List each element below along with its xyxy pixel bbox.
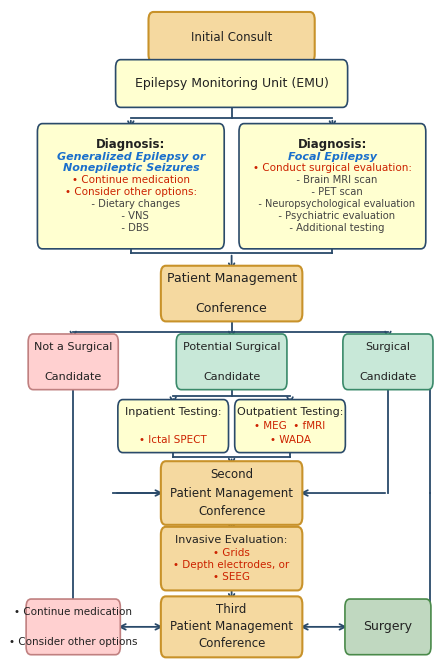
Text: Candidate: Candidate [203,372,260,382]
FancyBboxPatch shape [161,266,302,321]
Text: • Consider other options:: • Consider other options: [65,187,197,197]
Text: Epilepsy Monitoring Unit (EMU): Epilepsy Monitoring Unit (EMU) [134,77,328,90]
Text: - PET scan: - PET scan [302,187,363,197]
Text: • WADA: • WADA [269,435,311,445]
Text: • Depth electrodes, or: • Depth electrodes, or [173,560,290,570]
Text: • SEEG: • SEEG [213,572,250,582]
Text: Patient Management: Patient Management [166,272,297,285]
Text: - VNS: - VNS [113,211,149,221]
Text: Initial Consult: Initial Consult [191,31,272,44]
Text: Potential Surgical: Potential Surgical [183,342,280,352]
FancyBboxPatch shape [161,527,302,590]
Text: Surgical: Surgical [365,342,410,352]
FancyBboxPatch shape [345,599,431,655]
Text: Conference: Conference [196,302,268,315]
Text: Candidate: Candidate [45,372,102,382]
Text: Invasive Evaluation:: Invasive Evaluation: [176,535,288,546]
Text: • Continue medication: • Continue medication [14,607,132,617]
Text: Inpatient Testing:: Inpatient Testing: [125,407,222,417]
Text: - Psychiatric evaluation: - Psychiatric evaluation [269,211,396,221]
Text: • Conduct surgical evaluation:: • Conduct surgical evaluation: [253,163,412,173]
FancyBboxPatch shape [118,400,229,453]
Text: Not a Surgical: Not a Surgical [34,342,113,352]
Text: Patient Management: Patient Management [170,487,293,499]
Text: Focal Epilepsy: Focal Epilepsy [288,151,377,161]
Text: - Brain MRI scan: - Brain MRI scan [287,175,378,185]
FancyBboxPatch shape [26,599,120,655]
Text: • Consider other options: • Consider other options [9,637,138,647]
Text: • Ictal SPECT: • Ictal SPECT [139,435,207,445]
FancyBboxPatch shape [28,334,118,390]
Text: Conference: Conference [198,637,265,651]
Text: Second: Second [210,468,253,481]
FancyBboxPatch shape [116,60,348,108]
Text: • Continue medication: • Continue medication [72,175,190,185]
Text: Outpatient Testing:: Outpatient Testing: [237,407,343,417]
Text: Diagnosis:: Diagnosis: [298,138,367,151]
Text: - DBS: - DBS [113,222,149,233]
Text: Candidate: Candidate [359,372,417,382]
Text: Patient Management: Patient Management [170,620,293,633]
Text: - Dietary changes: - Dietary changes [82,199,180,209]
FancyBboxPatch shape [343,334,433,390]
Text: Third: Third [216,603,247,616]
Text: - Neuropsychological evaluation: - Neuropsychological evaluation [249,199,416,209]
Text: - Additional testing: - Additional testing [280,222,385,233]
FancyBboxPatch shape [239,124,426,249]
Text: Conference: Conference [198,505,265,518]
Text: Generalized Epilepsy or: Generalized Epilepsy or [57,151,205,161]
FancyBboxPatch shape [37,124,224,249]
Text: Diagnosis:: Diagnosis: [96,138,166,151]
FancyBboxPatch shape [161,596,302,657]
FancyBboxPatch shape [235,400,345,453]
Text: • Grids: • Grids [213,548,250,558]
Text: Nonepileptic Seizures: Nonepileptic Seizures [63,163,199,173]
Text: • MEG  • fMRI: • MEG • fMRI [254,421,325,431]
FancyBboxPatch shape [148,12,315,62]
FancyBboxPatch shape [176,334,287,390]
Text: Surgery: Surgery [364,620,413,633]
FancyBboxPatch shape [161,461,302,525]
